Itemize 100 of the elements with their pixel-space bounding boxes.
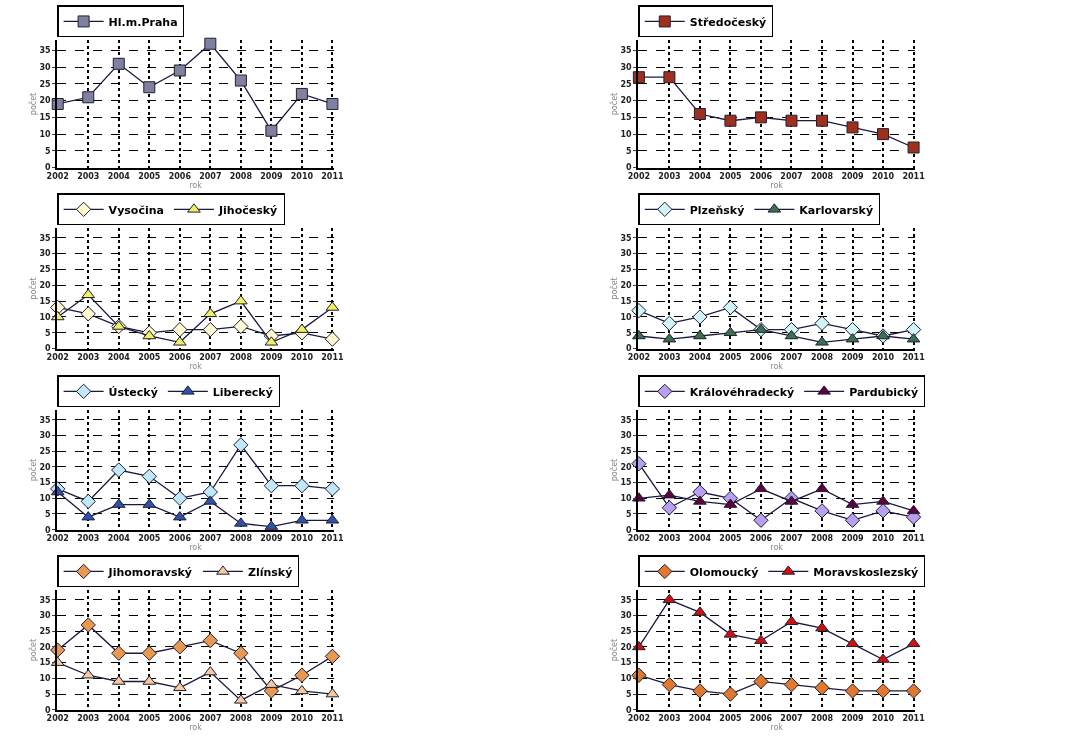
y-tick-label: 0 — [44, 525, 51, 535]
x-tick-label: 2003 — [658, 534, 681, 544]
x-tick-label: 2002 — [46, 714, 69, 724]
x-tick-label: 2007 — [780, 714, 803, 724]
y-tick-label: 15 — [620, 478, 633, 488]
y-tick-label: 25 — [39, 446, 51, 456]
x-tick-label: 2003 — [77, 172, 100, 182]
x-axis-title: rok — [189, 543, 203, 553]
y-tick-label: 20 — [39, 96, 51, 106]
x-tick-label: 2004 — [688, 534, 712, 544]
x-tick-label: 2005 — [138, 534, 161, 544]
legend-label: Olomoucký — [689, 565, 759, 579]
x-tick-label: 2008 — [229, 172, 253, 182]
x-axis-title: rok — [770, 362, 784, 372]
legend-label: Karlovarský — [799, 203, 874, 217]
x-axis-title: rok — [770, 181, 784, 191]
x-tick-label: 2007 — [199, 172, 222, 182]
x-tick-label: 2008 — [229, 353, 253, 363]
x-tick-label: 2004 — [107, 172, 131, 182]
y-tick-label: 25 — [620, 446, 633, 456]
x-tick-label: 2003 — [77, 534, 100, 544]
legend-label: Hl.m.Praha — [108, 15, 178, 29]
x-axis-title: rok — [189, 723, 203, 733]
x-tick-label: 2004 — [107, 534, 131, 544]
x-tick-label: 2009 — [841, 172, 865, 182]
y-tick-label: 30 — [39, 249, 51, 259]
x-tick-label: 2010 — [871, 534, 895, 544]
y-axis-title: počet — [608, 458, 619, 482]
y-tick-label: 25 — [620, 265, 633, 275]
y-tick-label: 15 — [39, 113, 51, 123]
x-tick-label: 2008 — [229, 534, 253, 544]
y-tick-label: 15 — [620, 296, 633, 306]
legend-label: Plzeňský — [689, 203, 745, 217]
x-tick-label: 2006 — [168, 172, 192, 182]
y-tick-label: 0 — [44, 705, 51, 715]
x-tick-label: 2006 — [168, 353, 192, 363]
y-tick-label: 30 — [39, 62, 51, 72]
y-tick-label: 35 — [620, 46, 633, 56]
legend-label: Královéhradecký — [689, 385, 795, 399]
y-axis-title: počet — [27, 458, 38, 482]
x-tick-label: 2004 — [688, 714, 712, 724]
x-tick-label: 2002 — [46, 172, 69, 182]
x-tick-label: 2006 — [168, 534, 192, 544]
x-tick-label: 2008 — [810, 353, 834, 363]
y-tick-label: 10 — [620, 674, 633, 684]
y-tick-label: 35 — [39, 233, 51, 243]
x-tick-label: 2004 — [688, 172, 712, 182]
x-tick-label: 2010 — [871, 353, 895, 363]
y-axis-title: počet — [608, 277, 619, 300]
y-tick-label: 15 — [620, 113, 633, 123]
y-tick-label: 30 — [39, 611, 51, 621]
x-tick-label: 2006 — [749, 172, 773, 182]
y-tick-label: 10 — [620, 312, 633, 322]
x-tick-label: 2011 — [321, 172, 344, 182]
y-tick-label: 25 — [39, 265, 51, 275]
y-axis-title: počet — [27, 277, 38, 300]
x-tick-label: 2004 — [107, 353, 131, 363]
y-tick-label: 35 — [39, 415, 51, 425]
x-tick-label: 2011 — [902, 172, 926, 182]
legend-label: Pardubický — [849, 385, 919, 399]
y-tick-label: 15 — [39, 296, 51, 306]
y-tick-label: 10 — [620, 129, 633, 139]
x-tick-label: 2003 — [77, 714, 100, 724]
y-tick-label: 30 — [620, 62, 633, 72]
x-tick-label: 2006 — [749, 534, 773, 544]
y-tick-label: 35 — [620, 415, 633, 425]
x-tick-label: 2008 — [810, 714, 834, 724]
x-tick-label: 2009 — [841, 714, 865, 724]
x-tick-label: 2011 — [902, 534, 926, 544]
x-tick-label: 2008 — [810, 534, 834, 544]
y-tick-label: 0 — [626, 525, 633, 535]
y-tick-label: 5 — [626, 328, 633, 338]
legend-label: Liberecký — [212, 385, 273, 399]
y-tick-label: 30 — [39, 431, 51, 441]
x-tick-label: 2009 — [260, 172, 283, 182]
y-tick-label: 10 — [39, 312, 51, 322]
y-tick-label: 15 — [39, 478, 51, 488]
x-tick-label: 2004 — [688, 353, 712, 363]
y-tick-label: 0 — [626, 163, 633, 173]
legend-label: Středočeský — [689, 15, 767, 29]
x-tick-label: 2010 — [290, 714, 314, 724]
y-tick-label: 5 — [626, 509, 633, 519]
legend-label: Jihomoravský — [107, 565, 192, 579]
legend-label: Moravskoslezský — [813, 565, 919, 579]
y-tick-label: 20 — [39, 281, 51, 291]
y-tick-label: 20 — [39, 462, 51, 472]
x-tick-label: 2007 — [199, 353, 222, 363]
x-tick-label: 2010 — [871, 714, 895, 724]
y-tick-label: 35 — [39, 595, 51, 605]
legend-label: Vysočina — [108, 203, 164, 217]
y-tick-label: 10 — [39, 129, 51, 139]
y-tick-label: 5 — [44, 509, 51, 519]
x-tick-label: 2011 — [321, 534, 344, 544]
y-tick-label: 20 — [620, 462, 633, 472]
x-tick-label: 2002 — [627, 172, 651, 182]
y-tick-label: 5 — [44, 146, 51, 156]
y-axis-title: počet — [608, 92, 619, 116]
x-axis-title: rok — [189, 362, 203, 372]
x-tick-label: 2005 — [138, 353, 161, 363]
x-tick-label: 2009 — [841, 353, 865, 363]
